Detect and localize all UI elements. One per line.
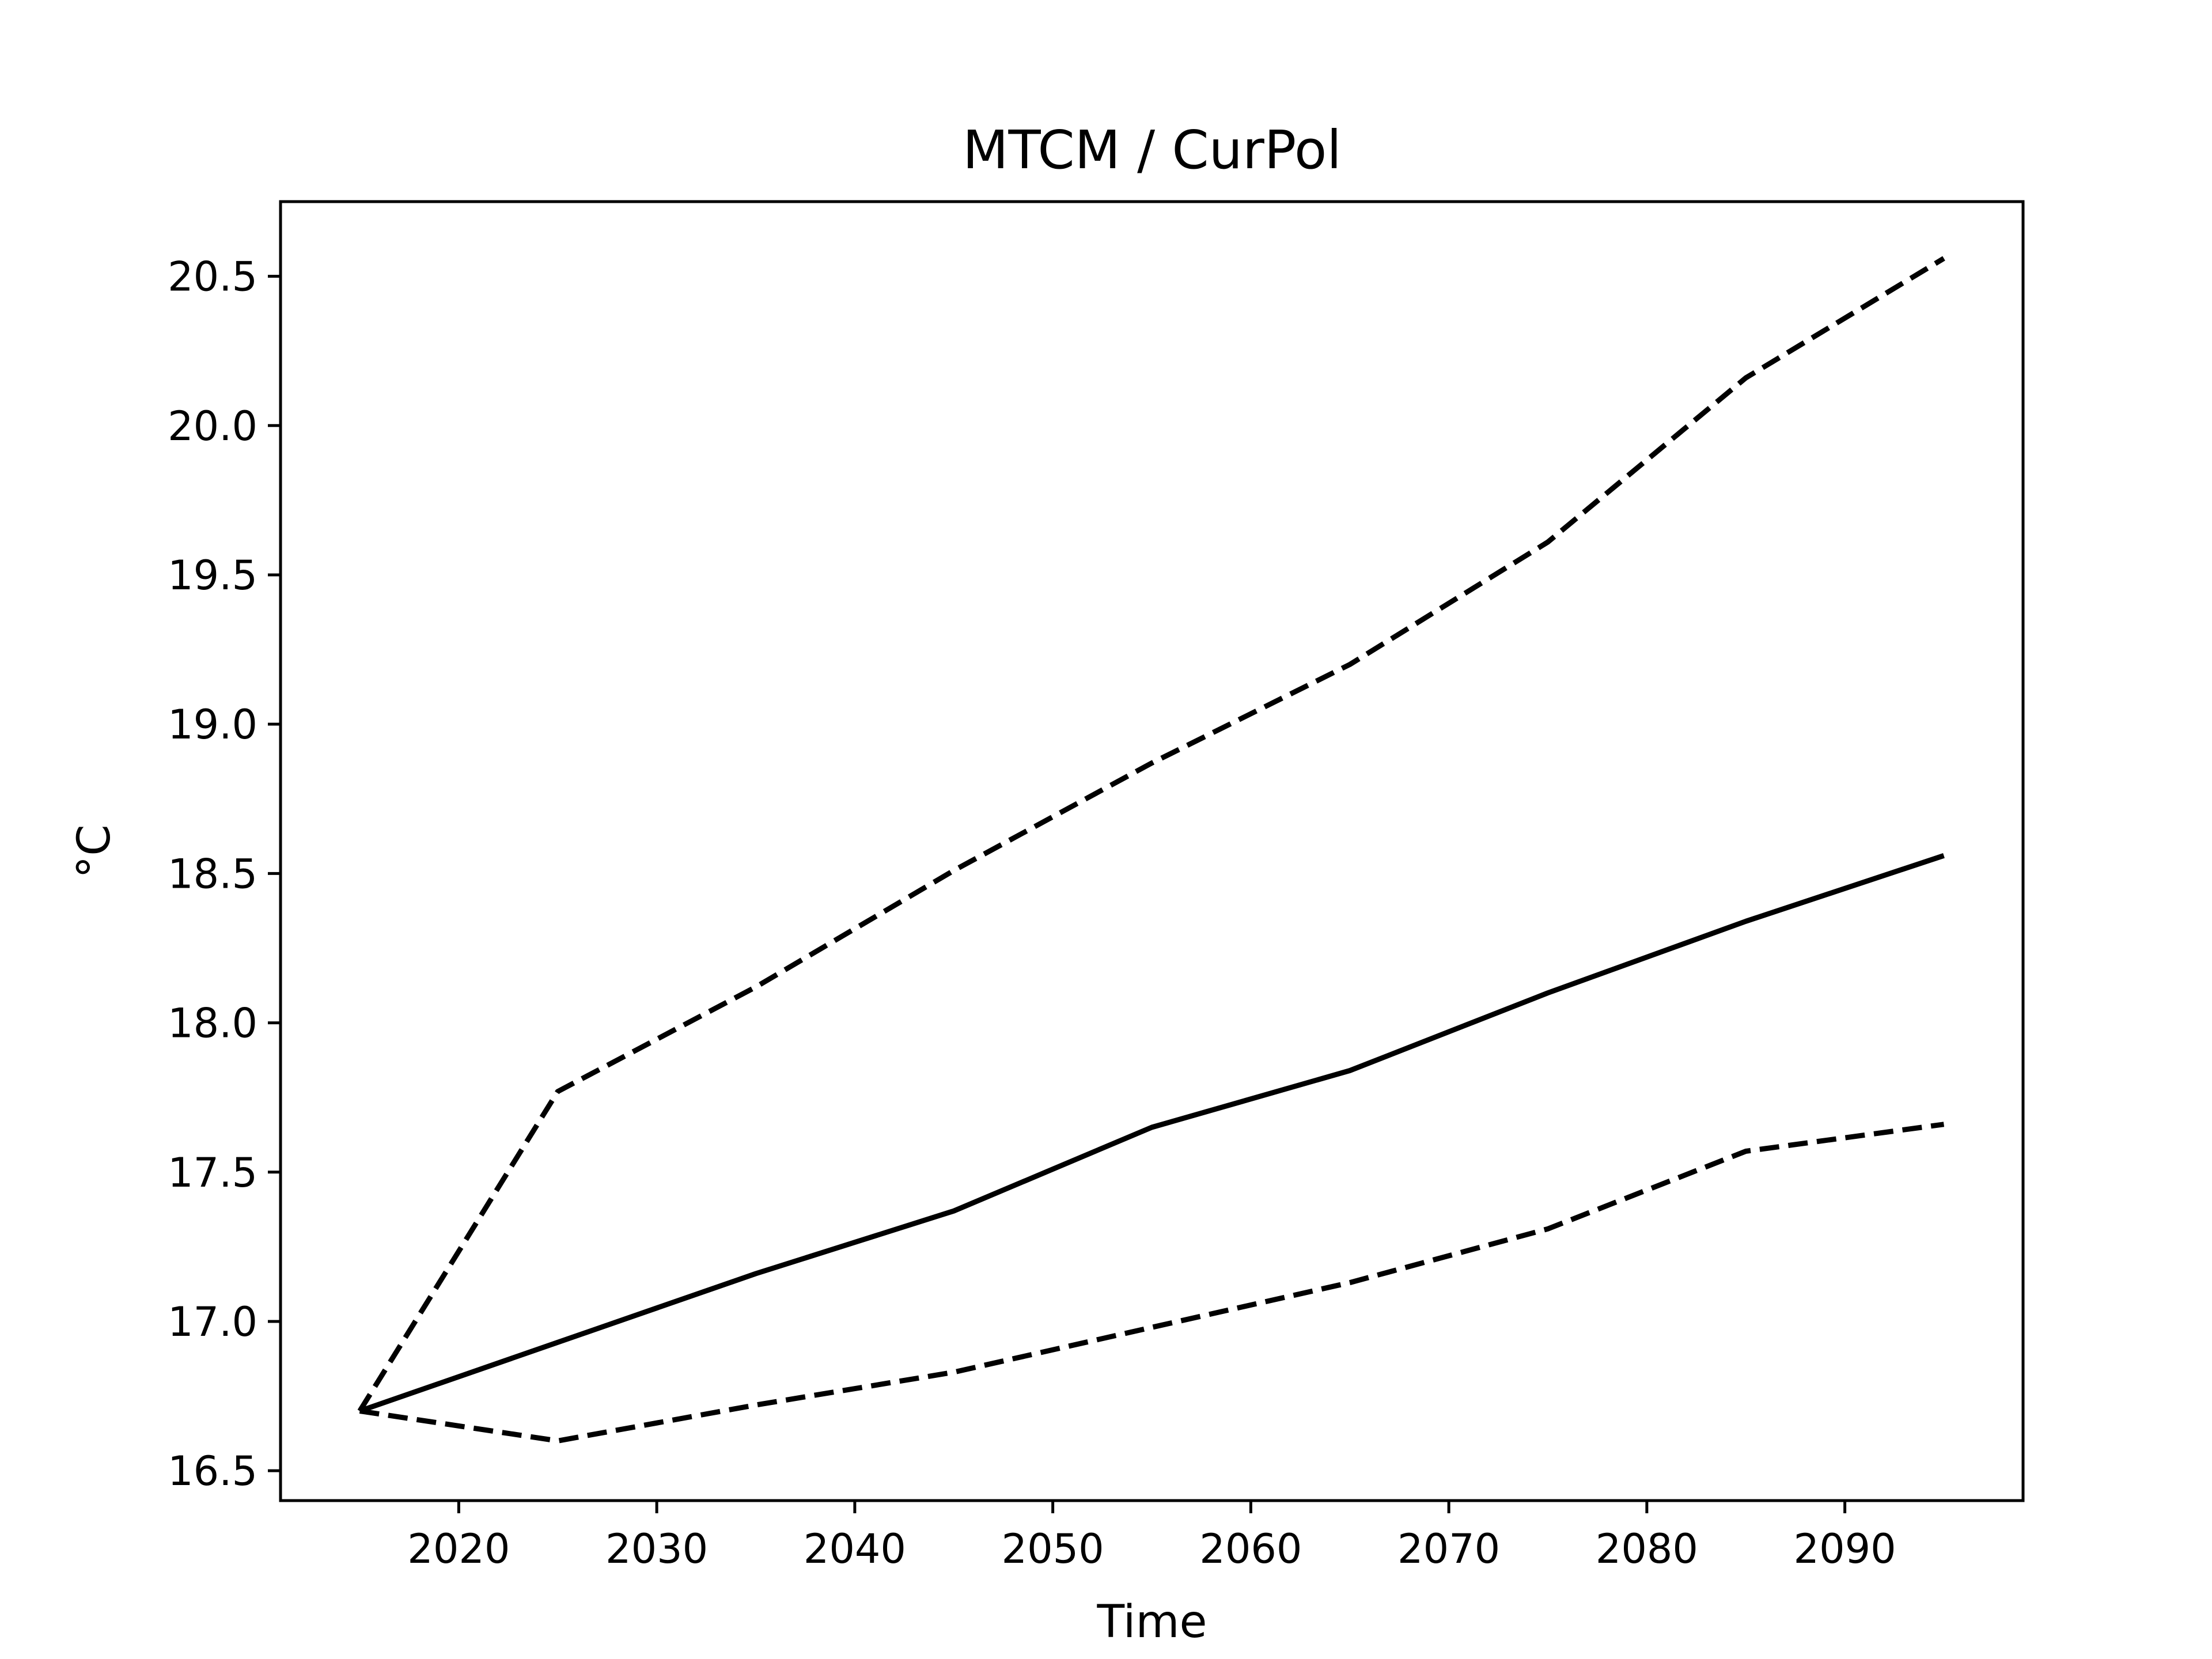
y-axis-label: °C [69, 824, 120, 878]
x-tick-label: 2040 [804, 1525, 906, 1573]
x-tick-label: 2060 [1199, 1525, 1302, 1573]
y-tick-label: 17.5 [168, 1149, 257, 1196]
tick-layer: 2020 2030 2040 2050 2060 2070 2080 2090 16.5 17.0… [168, 253, 1896, 1573]
y-tick-label: 19.0 [168, 701, 257, 748]
series-layer [357, 256, 1945, 1444]
y-tick-label: 18.5 [168, 850, 257, 897]
y-tick-label: 19.5 [168, 552, 257, 599]
x-tick-label: 2090 [1794, 1525, 1896, 1573]
x-tick-label: 2070 [1397, 1525, 1500, 1573]
x-tick-label: 2030 [605, 1525, 708, 1573]
x-tick-label: 2020 [407, 1525, 510, 1573]
x-tick-label: 2050 [1002, 1525, 1104, 1573]
y-tick-label: 20.0 [168, 403, 257, 450]
dashed-series-line-2 [359, 1122, 1945, 1444]
dashed-series-line-1 [357, 256, 1945, 1412]
y-tick-label: 18.0 [168, 1000, 257, 1047]
chart-title: MTCM / CurPol [963, 119, 1342, 181]
y-tick-label: 16.5 [168, 1448, 257, 1495]
plot-frame [279, 200, 2025, 1502]
y-tick-label: 17.0 [168, 1298, 257, 1346]
solid-series-line-0 [359, 853, 1945, 1414]
x-axis-label: Time [1097, 1596, 1207, 1648]
y-tick-label: 20.5 [168, 253, 257, 301]
x-tick-label: 2080 [1596, 1525, 1698, 1573]
